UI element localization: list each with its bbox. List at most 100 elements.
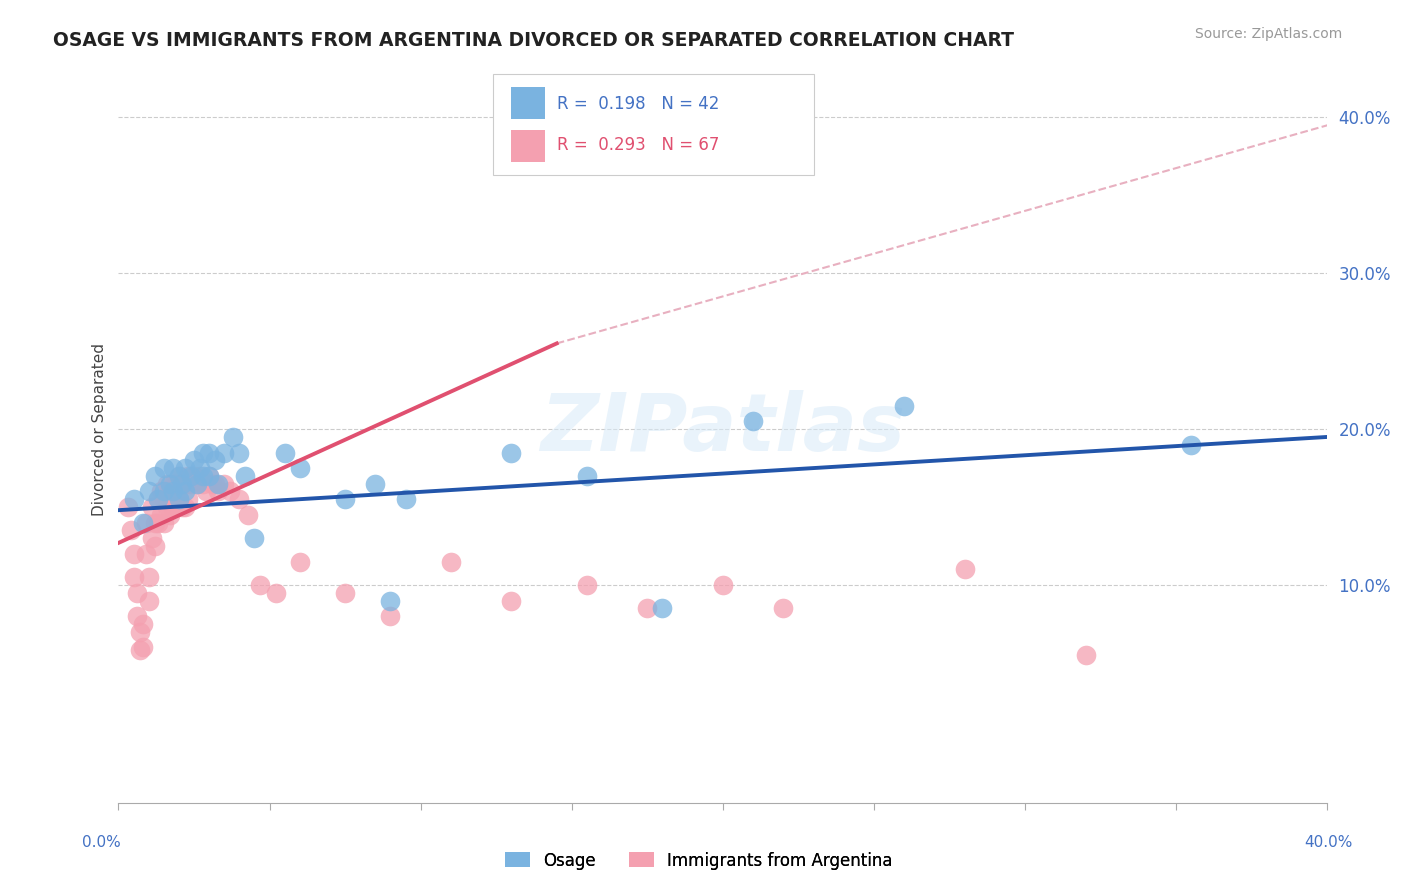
Text: 40.0%: 40.0% xyxy=(1305,836,1353,850)
Point xyxy=(146,492,169,507)
Text: R =  0.293   N = 67: R = 0.293 N = 67 xyxy=(557,136,720,154)
Point xyxy=(235,469,257,483)
Point xyxy=(333,586,356,600)
Point xyxy=(651,601,673,615)
Point xyxy=(183,469,205,483)
Point xyxy=(177,469,200,483)
Text: R =  0.198   N = 42: R = 0.198 N = 42 xyxy=(557,95,720,112)
Point xyxy=(394,492,416,507)
Point xyxy=(893,399,915,413)
Point xyxy=(125,586,148,600)
Point xyxy=(204,476,226,491)
FancyBboxPatch shape xyxy=(512,87,546,119)
Point xyxy=(575,578,598,592)
Point xyxy=(174,500,197,514)
FancyBboxPatch shape xyxy=(512,130,546,161)
Point xyxy=(162,461,184,475)
Point xyxy=(146,492,169,507)
Point xyxy=(125,609,148,624)
Point xyxy=(212,445,235,459)
Point xyxy=(264,586,287,600)
Point xyxy=(143,516,166,530)
Point xyxy=(143,469,166,483)
Point xyxy=(174,461,197,475)
FancyBboxPatch shape xyxy=(494,74,814,175)
Point xyxy=(170,476,193,491)
Text: 0.0%: 0.0% xyxy=(82,836,121,850)
Point xyxy=(122,570,145,584)
Point xyxy=(219,484,242,499)
Point xyxy=(501,445,523,459)
Point xyxy=(162,476,184,491)
Point xyxy=(152,484,174,499)
Point xyxy=(162,484,184,499)
Point xyxy=(170,500,193,514)
Point xyxy=(953,562,976,576)
Point xyxy=(141,531,163,545)
Point xyxy=(204,453,226,467)
Point xyxy=(174,484,197,499)
Point xyxy=(180,469,202,483)
Point xyxy=(288,461,311,475)
Point xyxy=(380,593,402,607)
Point xyxy=(772,601,794,615)
Point xyxy=(141,500,163,514)
Point xyxy=(198,469,221,483)
Point xyxy=(186,476,208,491)
Point xyxy=(501,593,523,607)
Point xyxy=(188,461,211,475)
Point xyxy=(711,578,734,592)
Point xyxy=(120,524,142,538)
Point xyxy=(207,484,229,499)
Point xyxy=(167,492,190,507)
Point xyxy=(191,476,214,491)
Point xyxy=(131,640,153,655)
Point xyxy=(636,601,658,615)
Point xyxy=(162,500,184,514)
Point xyxy=(440,555,463,569)
Text: OSAGE VS IMMIGRANTS FROM ARGENTINA DIVORCED OR SEPARATED CORRELATION CHART: OSAGE VS IMMIGRANTS FROM ARGENTINA DIVOR… xyxy=(53,31,1014,50)
Point xyxy=(183,453,205,467)
Point xyxy=(131,616,153,631)
Point xyxy=(222,430,245,444)
Point xyxy=(207,476,229,491)
Point xyxy=(165,476,187,491)
Point xyxy=(135,547,157,561)
Point xyxy=(152,461,174,475)
Point xyxy=(188,469,211,483)
Point xyxy=(138,593,160,607)
Point xyxy=(146,516,169,530)
Point xyxy=(117,500,139,514)
Point xyxy=(156,476,179,491)
Point xyxy=(273,445,295,459)
Point xyxy=(170,476,193,491)
Point xyxy=(143,539,166,553)
Point xyxy=(122,547,145,561)
Point xyxy=(167,492,190,507)
Point xyxy=(380,609,402,624)
Point xyxy=(195,484,218,499)
Point xyxy=(159,508,181,522)
Point xyxy=(186,476,208,491)
Point xyxy=(165,500,187,514)
Point xyxy=(167,469,190,483)
Point xyxy=(131,516,153,530)
Point xyxy=(201,476,224,491)
Point xyxy=(191,445,214,459)
Point xyxy=(243,531,266,545)
Point xyxy=(152,492,174,507)
Point xyxy=(198,445,221,459)
Point xyxy=(228,492,250,507)
Text: ZIPatlas: ZIPatlas xyxy=(540,390,905,468)
Point xyxy=(159,476,181,491)
Point xyxy=(177,492,200,507)
Point xyxy=(138,570,160,584)
Point xyxy=(212,476,235,491)
Point xyxy=(135,516,157,530)
Point xyxy=(159,484,181,499)
Point xyxy=(167,469,190,483)
Point xyxy=(1074,648,1097,662)
Text: Source: ZipAtlas.com: Source: ZipAtlas.com xyxy=(1195,27,1343,41)
Point xyxy=(128,643,150,657)
Y-axis label: Divorced or Separated: Divorced or Separated xyxy=(93,343,107,516)
